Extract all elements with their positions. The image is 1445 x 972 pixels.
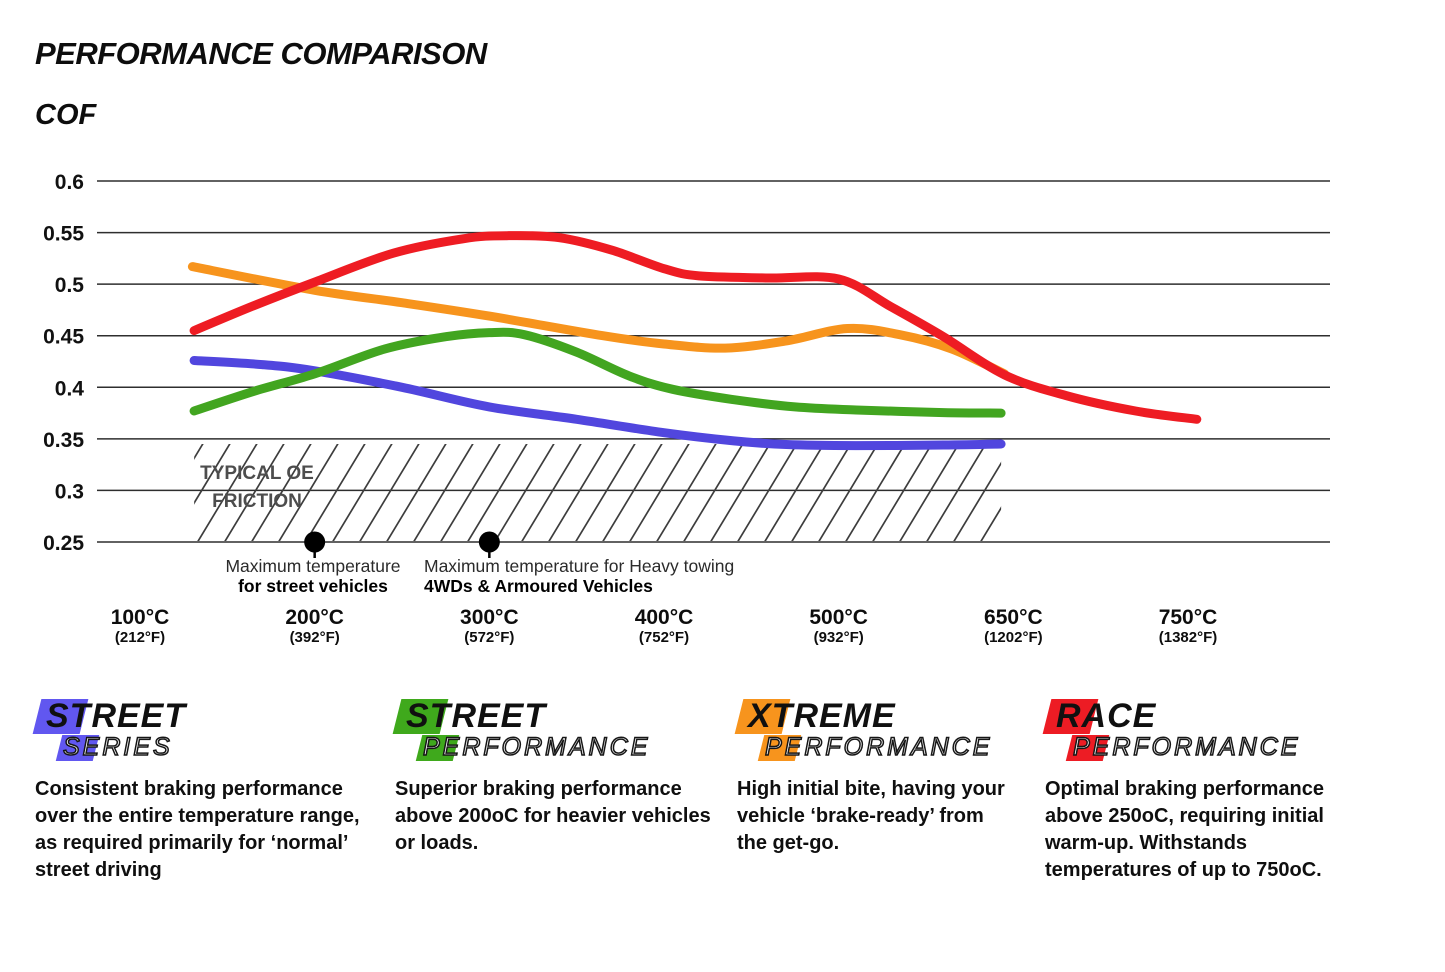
annotation-line1: Maximum temperature for Heavy towing — [424, 556, 735, 576]
x-tick-label: 400°C (752°F) — [577, 606, 751, 647]
typical-oe-friction-hatch — [194, 444, 1002, 541]
brand-word2: PERFORMANCE — [764, 733, 993, 762]
annotation-marker-dot-icon — [304, 531, 326, 553]
y-tick-label: 0.6 — [55, 171, 84, 194]
street-series-logo: STREET SERIES — [32, 697, 365, 768]
x-tick-label: 750°C (1382°F) — [1101, 606, 1275, 647]
x-tick-fahrenheit: (1382°F) — [1158, 629, 1218, 646]
series-line-race-performance — [189, 231, 1202, 424]
x-tick-label: 100°C (212°F) — [53, 606, 227, 647]
series-line-street-performance — [189, 327, 1006, 418]
x-tick-fahrenheit: (1202°F) — [984, 629, 1043, 646]
race-performance-logo: RACE PERFORMANCE — [1042, 697, 1375, 768]
x-tick-fahrenheit: (932°F) — [813, 629, 864, 646]
x-tick-fahrenheit: (212°F) — [114, 629, 166, 646]
brand-word2: PERFORMANCE — [1072, 733, 1301, 762]
legend-description: Optimal braking performance above 250oC,… — [1045, 778, 1324, 881]
legend-race-performance: RACE PERFORMANCE Optimal braking perform… — [1042, 697, 1375, 884]
x-tick-label: 500°C (932°F) — [752, 606, 926, 647]
x-tick-celsius: 400°C — [634, 606, 694, 629]
y-tick-label: 0.55 — [43, 223, 84, 246]
x-tick-fahrenheit: (392°F) — [289, 629, 340, 646]
x-tick-celsius: 500°C — [809, 606, 868, 629]
legend-description: Superior braking performance above 200oC… — [395, 778, 711, 854]
y-axis-title: COF — [35, 99, 97, 131]
annotation-max-temp-towing: Maximum temperature for Heavy towing 4WD… — [424, 556, 764, 596]
x-tick-fahrenheit: (572°F) — [464, 629, 515, 646]
annotation-line1: Maximum temperature — [225, 556, 401, 576]
y-tick-label: 0.3 — [55, 480, 84, 503]
x-tick-label: 300°C (572°F) — [402, 606, 576, 647]
annotation-line2: for street vehicles — [238, 575, 388, 596]
legend-xtreme-performance: XTREME PERFORMANCE High initial bite, ha… — [734, 697, 1017, 857]
brand-word1: STREET — [406, 697, 547, 735]
oe-label-line2: FRICTION — [212, 491, 302, 512]
legend-street-series: STREET SERIES Consistent braking perform… — [32, 697, 365, 884]
typical-oe-friction-label: TYPICAL OE FRICTION — [193, 460, 321, 516]
x-tick-label: 200°C (392°F) — [228, 606, 402, 647]
street-performance-logo: STREET PERFORMANCE — [392, 697, 720, 768]
x-tick-celsius: 750°C — [1158, 606, 1218, 629]
brand-word1: XTREME — [748, 697, 896, 735]
performance-comparison-chart: 0.6 0.55 0.5 0.45 0.4 0.35 0.3 0.25 — [43, 171, 1330, 558]
y-tick-label: 0.4 — [55, 377, 85, 400]
series-line-xtreme-performance — [187, 262, 1010, 379]
x-tick-label: 650°C (1202°F) — [926, 606, 1100, 647]
annotation-max-temp-street: Maximum temperature for street vehicles — [153, 556, 473, 596]
legend-description: High initial bite, having your vehicle ‘… — [737, 778, 1005, 854]
brand-word1: RACE — [1056, 697, 1157, 735]
annotation-line2: 4WDs & Armoured Vehicles — [424, 575, 653, 596]
brand-word2: SERIES — [62, 733, 173, 762]
y-tick-label: 0.5 — [55, 274, 85, 297]
legend-street-performance: STREET PERFORMANCE Superior braking perf… — [392, 697, 720, 857]
y-tick-label: 0.45 — [43, 326, 84, 349]
y-tick-label: 0.35 — [43, 429, 84, 452]
page-title: PERFORMANCE COMPARISON — [35, 36, 487, 71]
x-tick-celsius: 650°C — [984, 606, 1043, 629]
x-tick-fahrenheit: (752°F) — [638, 629, 690, 646]
x-tick-celsius: 300°C — [460, 606, 519, 629]
x-tick-celsius: 100°C — [110, 606, 170, 629]
brand-word2: PERFORMANCE — [422, 733, 651, 762]
x-tick-celsius: 200°C — [285, 606, 344, 629]
brand-word1: STREET — [46, 697, 187, 735]
legend-description: Consistent braking performance over the … — [35, 778, 360, 881]
y-tick-label: 0.25 — [43, 532, 84, 555]
annotation-marker-dot-icon — [478, 531, 500, 553]
oe-label-line1: TYPICAL OE — [200, 463, 314, 484]
xtreme-performance-logo: XTREME PERFORMANCE — [734, 697, 1017, 768]
